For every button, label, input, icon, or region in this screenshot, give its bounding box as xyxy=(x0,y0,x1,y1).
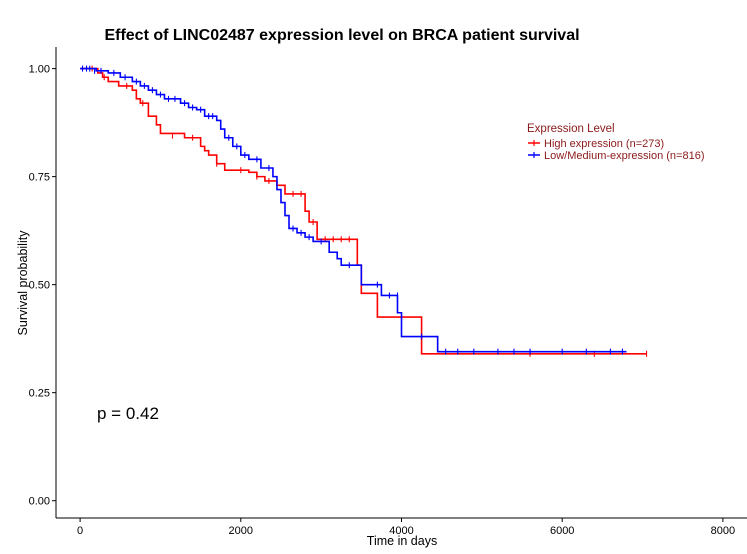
y-ticks: 0.00 0.25 0.50 0.75 1.00 xyxy=(29,64,56,508)
y-tick-label: 0.50 xyxy=(29,280,50,292)
y-tick-label: 1.00 xyxy=(29,64,50,76)
x-tick-label: 6000 xyxy=(550,525,574,537)
legend-entry-low: Low/Medium-expression (n=816) xyxy=(544,150,705,162)
y-tick-label: 0.75 xyxy=(29,172,50,184)
x-tick-label: 8000 xyxy=(711,525,735,537)
legend-entry-high: High expression (n=273) xyxy=(544,138,664,150)
x-ticks: 0 2000 4000 6000 8000 xyxy=(77,518,735,537)
legend: Expression Level High expression (n=273)… xyxy=(527,123,705,162)
series-low xyxy=(80,65,627,355)
x-axis-label: Time in days xyxy=(367,534,437,548)
survival-curve xyxy=(80,67,627,353)
p-value-annotation: p = 0.42 xyxy=(97,404,159,423)
x-tick-label: 4000 xyxy=(389,525,413,537)
x-tick-label: 0 xyxy=(77,525,83,537)
series-high xyxy=(80,65,648,357)
chart-title: Effect of LINC02487 expression level on … xyxy=(104,27,579,44)
y-axis-label: Survival probability xyxy=(16,230,30,336)
survival-curve xyxy=(80,67,647,355)
x-tick-label: 2000 xyxy=(229,525,253,537)
legend-title: Expression Level xyxy=(527,123,615,135)
y-tick-label: 0.00 xyxy=(29,496,50,508)
y-tick-label: 0.25 xyxy=(29,388,50,400)
axes xyxy=(55,47,747,519)
plot-area xyxy=(80,65,648,357)
